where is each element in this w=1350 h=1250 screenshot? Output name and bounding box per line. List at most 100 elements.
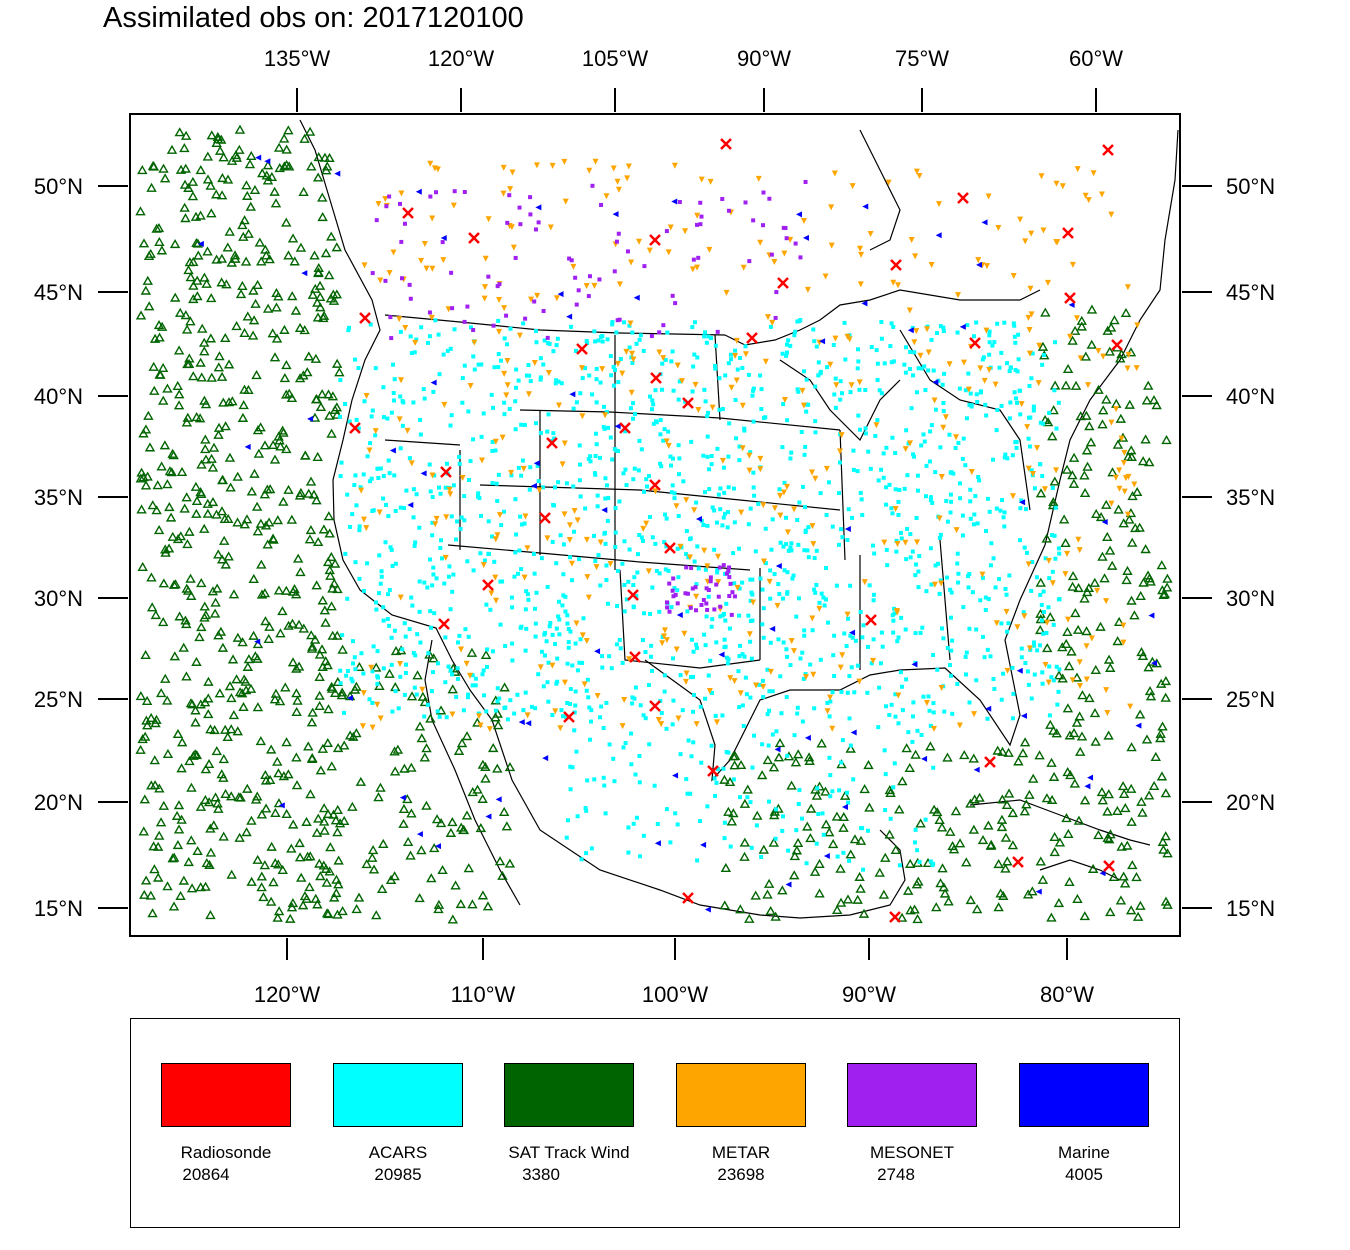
sat-wind-marker	[1127, 491, 1138, 501]
acars-marker	[987, 509, 992, 514]
acars-marker	[706, 594, 711, 599]
acars-marker	[1057, 551, 1062, 556]
sat-wind-marker	[376, 883, 388, 894]
acars-marker	[488, 607, 493, 612]
acars-marker	[357, 528, 362, 533]
acars-marker	[624, 597, 629, 602]
acars-marker	[660, 387, 665, 392]
sat-wind-marker	[911, 879, 923, 889]
sat-wind-marker	[905, 905, 916, 915]
sat-wind-marker	[1069, 325, 1081, 335]
acars-marker	[398, 446, 403, 451]
acars-marker	[804, 377, 809, 382]
acars-marker	[604, 410, 609, 415]
radiosonde-marker	[1102, 144, 1114, 156]
metar-marker	[1027, 285, 1034, 292]
metar-marker	[429, 215, 436, 222]
acars-marker	[621, 471, 626, 476]
metar-marker	[1010, 272, 1017, 279]
acars-marker	[882, 361, 887, 366]
acars-marker	[476, 491, 481, 496]
acars-marker	[884, 704, 889, 709]
sat-wind-marker	[216, 506, 228, 516]
sat-wind-marker	[241, 514, 253, 524]
sat-wind-marker	[275, 628, 286, 638]
acars-marker	[338, 668, 343, 673]
sat-wind-marker	[260, 244, 271, 254]
acars-marker	[662, 689, 667, 694]
sat-wind-marker	[288, 819, 299, 829]
sat-wind-marker	[1156, 560, 1168, 570]
metar-marker	[549, 162, 556, 169]
mesonet-marker	[586, 294, 591, 299]
metar-marker	[570, 263, 577, 270]
acars-marker	[710, 505, 715, 510]
acars-marker	[780, 596, 785, 601]
acars-marker	[745, 795, 750, 800]
acars-marker	[534, 590, 539, 595]
acars-marker	[983, 608, 988, 613]
sat-wind-marker	[172, 728, 184, 739]
legend-item-metar: METAR 23698	[676, 1063, 806, 1185]
sat-wind-marker	[202, 246, 213, 256]
mesonet-marker	[408, 296, 413, 301]
sat-wind-marker	[317, 192, 328, 202]
acars-marker	[637, 438, 642, 443]
marine-marker	[676, 611, 683, 618]
acars-marker	[768, 568, 773, 573]
sat-wind-marker	[147, 908, 158, 918]
acars-marker	[805, 548, 810, 553]
sat-wind-marker	[175, 890, 186, 900]
acars-marker	[686, 555, 691, 560]
acars-marker	[568, 787, 573, 792]
acars-marker	[718, 614, 723, 619]
metar-marker	[579, 413, 586, 420]
metar-marker	[727, 675, 734, 682]
sat-wind-marker	[139, 889, 150, 899]
acars-marker	[550, 438, 555, 443]
acars-marker	[715, 446, 720, 451]
acars-marker	[449, 514, 454, 519]
sat-wind-marker	[173, 345, 185, 355]
sat-wind-marker	[179, 143, 190, 153]
sat-wind-marker	[878, 889, 890, 899]
sat-wind-marker	[1035, 856, 1047, 866]
top-lon-label: 90°W	[737, 46, 791, 71]
sat-wind-marker	[1068, 478, 1080, 488]
sat-wind-marker	[155, 817, 167, 827]
metar-marker	[1118, 435, 1125, 442]
acars-marker	[448, 607, 453, 612]
sat-wind-marker	[1051, 728, 1062, 738]
mesonet-marker	[505, 220, 510, 225]
acars-marker	[738, 356, 743, 361]
sat-wind-marker	[998, 890, 1009, 900]
acars-marker	[810, 628, 815, 633]
metar-marker	[757, 455, 764, 462]
acars-marker	[663, 357, 668, 362]
acars-marker	[709, 743, 714, 748]
mesonet-marker	[704, 601, 709, 606]
sat-wind-marker	[218, 754, 230, 764]
sat-wind-marker	[260, 803, 272, 813]
radiosonde-marker	[539, 512, 551, 524]
mesonet-marker	[465, 304, 470, 309]
acars-marker	[733, 348, 738, 353]
sat-wind-marker	[205, 724, 216, 734]
acars-marker	[650, 398, 655, 403]
metar-marker	[870, 657, 877, 664]
sat-wind-marker	[176, 814, 187, 824]
border-line	[859, 129, 901, 251]
metar-marker	[788, 638, 795, 645]
acars-marker	[751, 485, 756, 490]
metar-marker	[630, 356, 637, 363]
acars-marker	[884, 485, 889, 490]
acars-marker	[811, 327, 816, 332]
metar-marker	[917, 352, 924, 359]
acars-marker	[499, 523, 504, 528]
acars-marker	[593, 558, 598, 563]
sat-wind-marker	[1112, 636, 1123, 646]
metar-marker	[829, 725, 836, 732]
radiosonde-marker	[359, 312, 371, 324]
metar-marker	[615, 186, 622, 193]
sat-wind-marker	[312, 536, 324, 547]
